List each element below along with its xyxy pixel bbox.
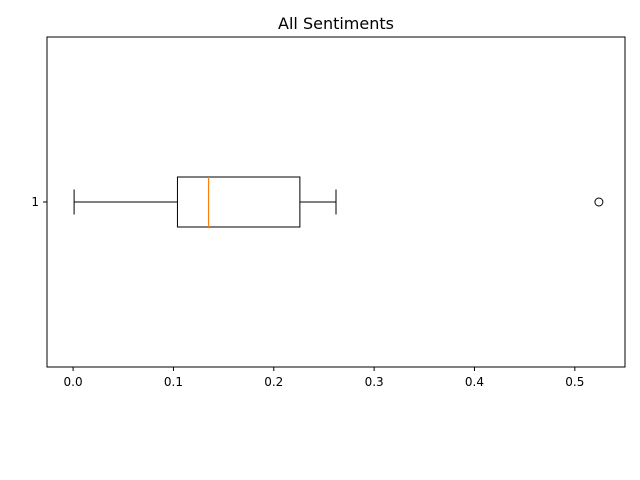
x-axis: 0.0 0.1 0.2 0.3 0.4 0.5 [64, 367, 584, 389]
box-group [73, 176, 604, 228]
x-tick-label: 0.4 [465, 375, 484, 389]
chart-title: All Sentiments [278, 14, 394, 33]
x-tick-label: 0.2 [264, 375, 283, 389]
outlier-point [594, 197, 604, 207]
iqr-box [176, 176, 301, 228]
y-axis: 1 [31, 195, 47, 209]
x-tick-label: 0.5 [565, 375, 584, 389]
x-tick-label: 0.1 [164, 375, 183, 389]
x-tick-label: 0.0 [64, 375, 83, 389]
y-tick-label: 1 [31, 195, 39, 209]
x-tick-label: 0.3 [365, 375, 384, 389]
